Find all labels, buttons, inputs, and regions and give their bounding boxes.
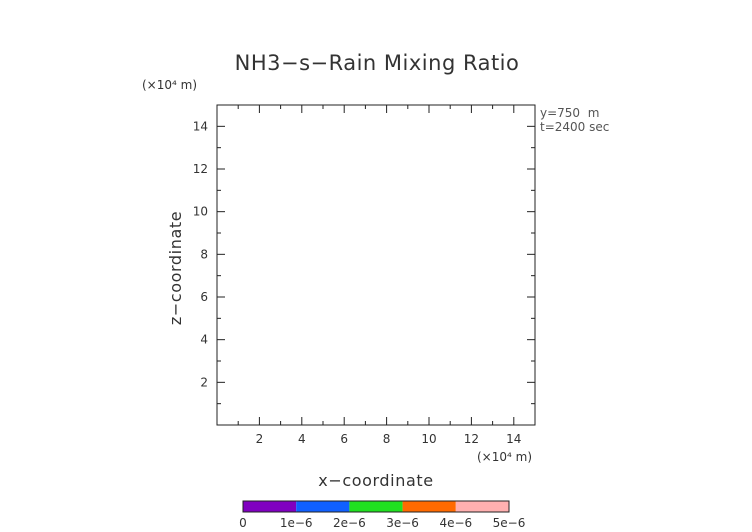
y-tick-label: 10	[193, 205, 208, 219]
y-tick-label: 6	[200, 290, 208, 304]
x-tick-label: 12	[464, 432, 479, 446]
y-unit-label: (×10⁴ m)	[142, 78, 197, 92]
x-unit-label: (×10⁴ m)	[477, 450, 532, 464]
x-tick-label: 4	[298, 432, 306, 446]
colorbar-frame	[242, 500, 510, 513]
colorbar-tick-label: 5e−6	[493, 516, 526, 530]
x-tick-label: 10	[421, 432, 436, 446]
colorbar-tick-label: 3e−6	[386, 516, 419, 530]
y-axis-label: z−coordinate	[166, 211, 185, 325]
x-tick-label: 8	[383, 432, 391, 446]
x-tick-label: 14	[506, 432, 521, 446]
colorbar: 0 1e−6 2e−6 3e−6 4e−6 5e−6	[239, 500, 526, 530]
plot-frame	[216, 104, 536, 426]
x-tick-label: 2	[256, 432, 264, 446]
annotation-time: t=2400 sec	[540, 120, 609, 134]
x-axis-label: x−coordinate	[318, 471, 433, 490]
y-axis: 2 4 6 8 10 12 14	[193, 119, 535, 405]
colorbar-segment	[296, 501, 350, 512]
y-tick-label: 12	[193, 162, 208, 176]
colorbar-segment	[455, 501, 509, 512]
y-tick-label: 14	[193, 119, 208, 133]
annotation-y-position: y=750 m	[540, 106, 599, 120]
colorbar-tick-label: 4e−6	[439, 516, 472, 530]
y-tick-label: 8	[200, 247, 208, 261]
colorbar-tick-label: 0	[239, 516, 247, 530]
colorbar-segment	[402, 501, 456, 512]
colorbar-segment	[349, 501, 403, 512]
colorbar-tick-label: 1e−6	[280, 516, 313, 530]
y-tick-label: 4	[200, 333, 208, 347]
y-tick-label: 2	[200, 375, 208, 389]
x-tick-label: 6	[340, 432, 348, 446]
chart-title: NH3−s−Rain Mixing Ratio	[235, 51, 520, 75]
colorbar-segment	[243, 501, 297, 512]
colorbar-tick-label: 2e−6	[333, 516, 366, 530]
x-axis: 2 4 6 8 10 12 14	[237, 105, 521, 446]
